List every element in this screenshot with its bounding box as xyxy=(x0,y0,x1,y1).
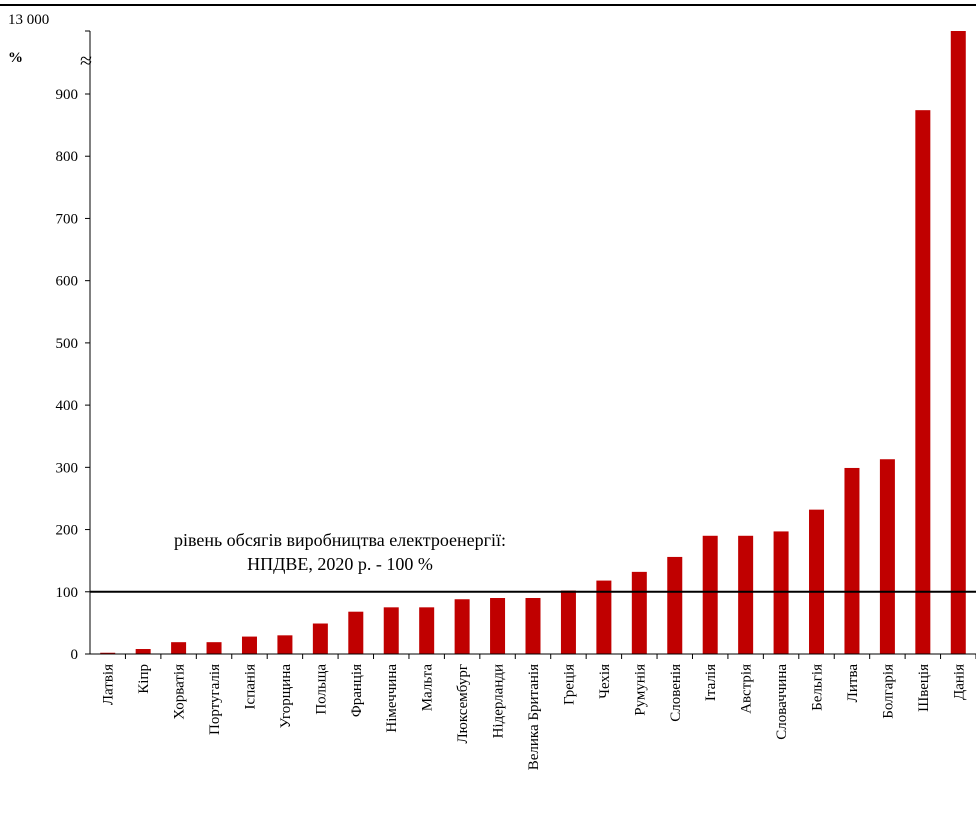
x-tick-label: Бельгія xyxy=(810,664,826,711)
bar xyxy=(809,509,825,654)
y-tick-label: 600 xyxy=(56,274,79,290)
x-tick-label: Угорщина xyxy=(278,664,294,729)
bar xyxy=(312,623,328,654)
bar xyxy=(100,652,116,654)
x-tick-label: Швеція xyxy=(916,664,932,712)
y-top-label: 13 000 xyxy=(8,12,49,28)
reference-line-label-1: рівень обсягів виробництва електроенергі… xyxy=(174,530,506,550)
y-tick-label: 700 xyxy=(56,211,79,227)
x-tick-label: Латвія xyxy=(101,664,117,705)
bar xyxy=(206,642,222,654)
bar xyxy=(383,607,399,654)
x-tick-label: Чехія xyxy=(597,664,613,699)
bar xyxy=(348,611,364,654)
y-tick-label: 400 xyxy=(56,398,79,414)
x-tick-label: Данія xyxy=(951,664,967,700)
bar xyxy=(171,642,187,654)
x-tick-label: Кіпр xyxy=(136,664,152,694)
x-axis-labels: Латвія Кіпр Хорватія Португалія Іспанія Угорщ… xyxy=(101,664,968,771)
x-tick-label: Румунія xyxy=(632,664,648,716)
bar xyxy=(135,649,151,654)
x-tick-label: Литва xyxy=(845,664,861,703)
bar xyxy=(950,31,966,654)
bar xyxy=(879,459,895,654)
y-tick-label: 100 xyxy=(56,585,79,601)
x-tick-label: Хорватія xyxy=(172,664,188,720)
unit-label: % xyxy=(8,50,23,66)
x-tick-label: Німеччина xyxy=(384,664,400,733)
x-tick-label: Велика Британія xyxy=(526,664,542,770)
bar xyxy=(631,571,647,654)
y-axis-ticks: 0 100 200 300 400 500 600 700 800 900 xyxy=(56,30,90,663)
bar xyxy=(525,598,541,654)
x-tick-label: Болгарія xyxy=(880,664,896,719)
bar xyxy=(419,607,435,654)
bar xyxy=(667,556,683,654)
bar xyxy=(738,535,754,654)
x-tick-label: Люксембург xyxy=(455,664,471,744)
bar xyxy=(560,590,576,654)
bar xyxy=(277,635,293,654)
y-tick-label: 300 xyxy=(56,460,79,476)
y-tick-label: 0 xyxy=(71,647,79,663)
bars xyxy=(100,31,976,659)
axis-break-symbol: ≈ xyxy=(80,48,92,73)
bar xyxy=(844,467,860,654)
bar xyxy=(702,535,718,654)
x-tick-label: Нідерланди xyxy=(491,664,507,738)
reference-line-label-2: НПДВЕ, 2020 р. - 100 % xyxy=(247,554,433,574)
y-tick-label: 900 xyxy=(56,87,79,103)
x-tick-label: Італія xyxy=(703,664,719,701)
y-tick-label: 800 xyxy=(56,149,79,165)
bar xyxy=(915,110,931,654)
bar xyxy=(596,580,612,654)
x-tick-label: Франція xyxy=(349,664,365,717)
bar xyxy=(490,598,506,654)
x-tick-label: Словаччина xyxy=(774,664,790,740)
y-tick-label: 200 xyxy=(56,523,79,539)
x-tick-label: Польща xyxy=(313,664,329,715)
x-tick-label: Португалія xyxy=(207,664,223,735)
x-tick-label: Греція xyxy=(561,664,577,705)
x-tick-label: Австрія xyxy=(739,664,755,714)
bar xyxy=(454,599,470,654)
bar xyxy=(241,636,257,654)
y-tick-label: 500 xyxy=(56,336,79,352)
x-tick-label: Іспанія xyxy=(242,664,258,710)
x-tick-label: Мальта xyxy=(420,664,436,712)
x-tick-label: Словенія xyxy=(668,664,684,722)
